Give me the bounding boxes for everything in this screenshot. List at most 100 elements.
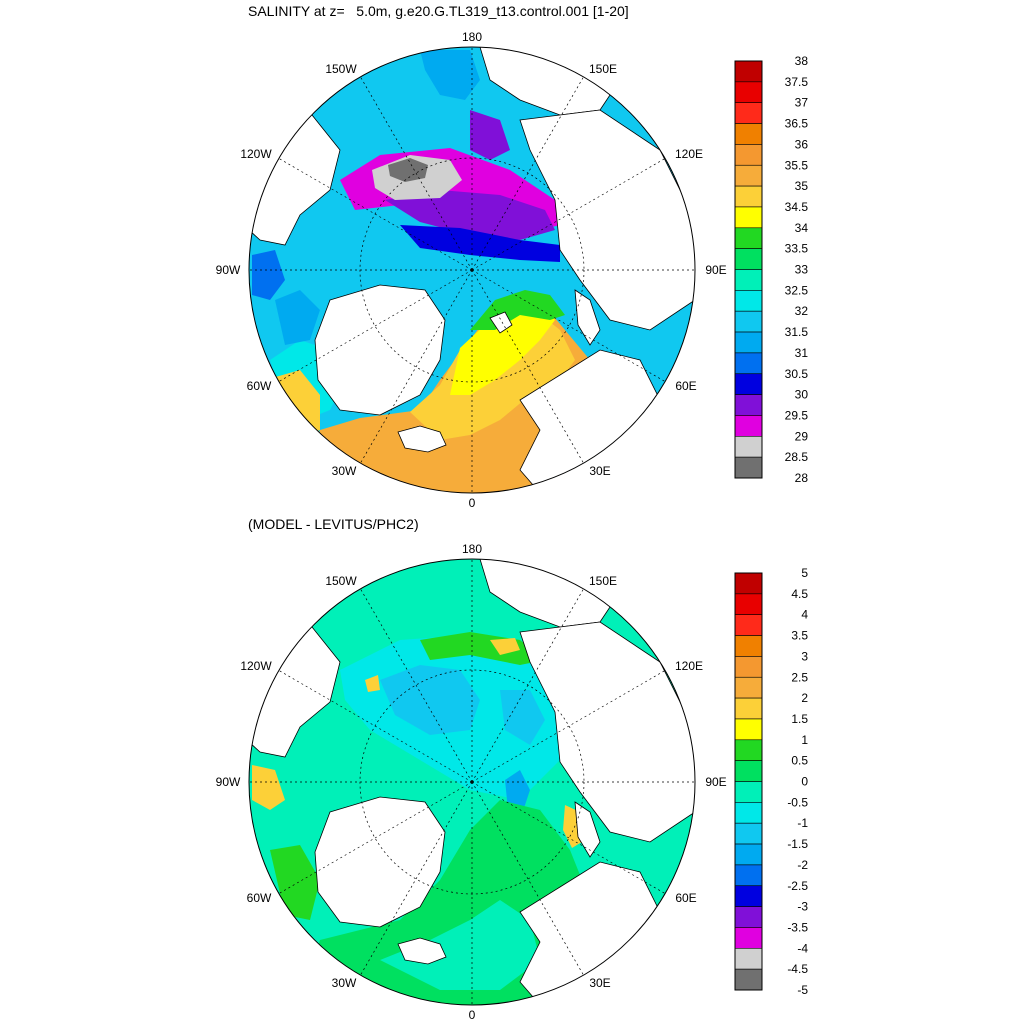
colorbar-swatch: [734, 739, 763, 761]
colorbar-tick-label: -2.5: [787, 879, 808, 893]
colorbar-tick-label: 31.5: [785, 325, 809, 339]
colorbar-swatch: [734, 164, 763, 187]
colorbar-tick-label: 0: [801, 775, 808, 789]
salinity-graticule: [249, 47, 695, 493]
lon-label-30e: 30E: [589, 464, 610, 478]
colorbar-tick-label: -3.5: [787, 920, 808, 934]
colorbar-swatch: [734, 635, 763, 657]
colorbar-swatch: [734, 927, 763, 949]
colorbar-swatch: [734, 697, 763, 720]
bottom-plot-title: (MODEL - LEVITUS/PHC2): [248, 516, 419, 532]
colorbar-tick-label: 5: [801, 566, 808, 580]
lon-label-60e: 60E: [675, 379, 696, 393]
diff-lon-label-60w: 60W: [247, 891, 272, 905]
makarov-negative: [500, 690, 545, 745]
difference-map: 180 150E 120E 90E 60E 30E 0 30W 60W 90W …: [216, 542, 727, 1022]
colorbar-tick-label: -4: [797, 941, 808, 955]
colorbar-tick-label: 29.5: [785, 408, 809, 422]
siberian-shelf-fresh: [400, 225, 560, 262]
colorbar-swatch: [734, 456, 763, 479]
colorbar-swatch: [734, 718, 763, 741]
greenland-land: [314, 284, 446, 416]
colorbar-tick-label: 37: [795, 96, 809, 110]
diff-lon-label-60e: 60E: [675, 891, 696, 905]
colorbar-tick-label: 0.5: [791, 754, 808, 768]
canadian-channel-water: [252, 250, 285, 300]
salinity-map-border: [248, 46, 696, 494]
top-plot-title: SALINITY at z= 5.0m, g.e20.G.TL319_t13.c…: [248, 3, 629, 19]
diff-lon-label-180: 180: [462, 542, 482, 556]
colorbar-tick-label: -4.5: [787, 962, 808, 976]
diff-lon-label-90e: 90E: [705, 775, 726, 789]
colorbar-swatch: [734, 227, 763, 249]
difference-map-border: [248, 558, 696, 1006]
colorbar-swatch: [734, 656, 763, 678]
lon-label-120w: 120W: [240, 147, 272, 161]
salinity-colorbar: 38 37.5 37 36.5 36 35.5 35 34.5 34 33.5 33 32.5 32 31…: [734, 54, 809, 485]
colorbar-tick-label: 34: [795, 221, 809, 235]
greenland-land-diff: [314, 796, 446, 928]
colorbar-tick-label: -1.5: [787, 837, 808, 851]
colorbar-swatch: [734, 435, 763, 458]
colorbar-tick-label: 33.5: [785, 242, 809, 256]
lon-label-120e: 120E: [675, 147, 703, 161]
colorbar-tick-label: -1: [797, 816, 808, 830]
colorbar-tick-label: 28: [795, 471, 809, 485]
colorbar-swatch: [734, 968, 763, 991]
colorbar-tick-label: 36.5: [785, 117, 809, 131]
colorbar-tick-label: -2: [797, 858, 808, 872]
canada-basin-positive: [365, 675, 380, 692]
nordic-seas-negative: [380, 900, 540, 990]
baffin-positive: [252, 765, 285, 810]
diff-lon-label-30e: 30E: [589, 976, 610, 990]
barents-sea-water: [450, 305, 555, 395]
colorbar-tick-label: 28.5: [785, 450, 809, 464]
colorbar-swatch: [734, 269, 763, 291]
colorbar-swatch: [734, 352, 763, 375]
lon-label-150e: 150E: [589, 62, 617, 76]
colorbar-frame: [734, 60, 763, 479]
iceland-land: [397, 425, 447, 453]
colorbar-swatch: [734, 781, 763, 803]
colorbar-tick-label: -5: [797, 983, 808, 997]
diff-lon-label-150e: 150E: [589, 574, 617, 588]
colorbar-tick-label: 2: [801, 691, 808, 705]
colorbar-tick-label: 35: [795, 179, 809, 193]
colorbar-swatch: [734, 206, 763, 229]
colorbar-swatch: [734, 394, 763, 416]
salinity-map: 180 150E 120E 90E 60E 30E 0 30W 60W 90W …: [216, 30, 727, 510]
colorbar-swatch: [734, 822, 763, 845]
beaufort-negative-core: [380, 665, 480, 735]
colorbar-tick-label: -0.5: [787, 795, 808, 809]
colorbar-swatch: [734, 60, 763, 83]
lon-label-0: 0: [469, 496, 476, 510]
colorbar-swatch: [734, 843, 763, 866]
colorbar-swatch: [734, 676, 763, 699]
lon-label-60w: 60W: [247, 379, 272, 393]
colorbar-frame: [734, 572, 763, 991]
colorbar-swatch: [734, 572, 763, 595]
beaufort-core-dark: [388, 158, 428, 182]
colorbar-tick-label: 1: [801, 733, 808, 747]
colorbar-swatch: [734, 81, 763, 103]
colorbar-tick-label: 32.5: [785, 283, 809, 297]
colorbar-swatch: [734, 614, 763, 636]
lon-label-90w: 90W: [216, 263, 241, 277]
difference-graticule: [249, 559, 695, 1005]
colorbar-tick-label: 2.5: [791, 670, 808, 684]
colorbar-tick-label: 36: [795, 137, 809, 151]
colorbar-tick-label: 3.5: [791, 629, 808, 643]
colorbar-tick-label: 33: [795, 263, 809, 277]
lon-label-90e: 90E: [705, 263, 726, 277]
colorbar-swatch: [734, 185, 763, 208]
colorbar-swatch: [734, 123, 763, 145]
iceland-land-diff: [397, 937, 447, 965]
east-siberian-fresh: [470, 110, 510, 160]
colorbar-tick-label: 32: [795, 304, 809, 318]
colorbar-tick-label: 34.5: [785, 200, 809, 214]
diff-lon-label-120e: 120E: [675, 659, 703, 673]
colorbar-swatch: [734, 593, 763, 615]
east-siberian-positive: [490, 638, 520, 655]
svalbard-land: [489, 311, 513, 334]
